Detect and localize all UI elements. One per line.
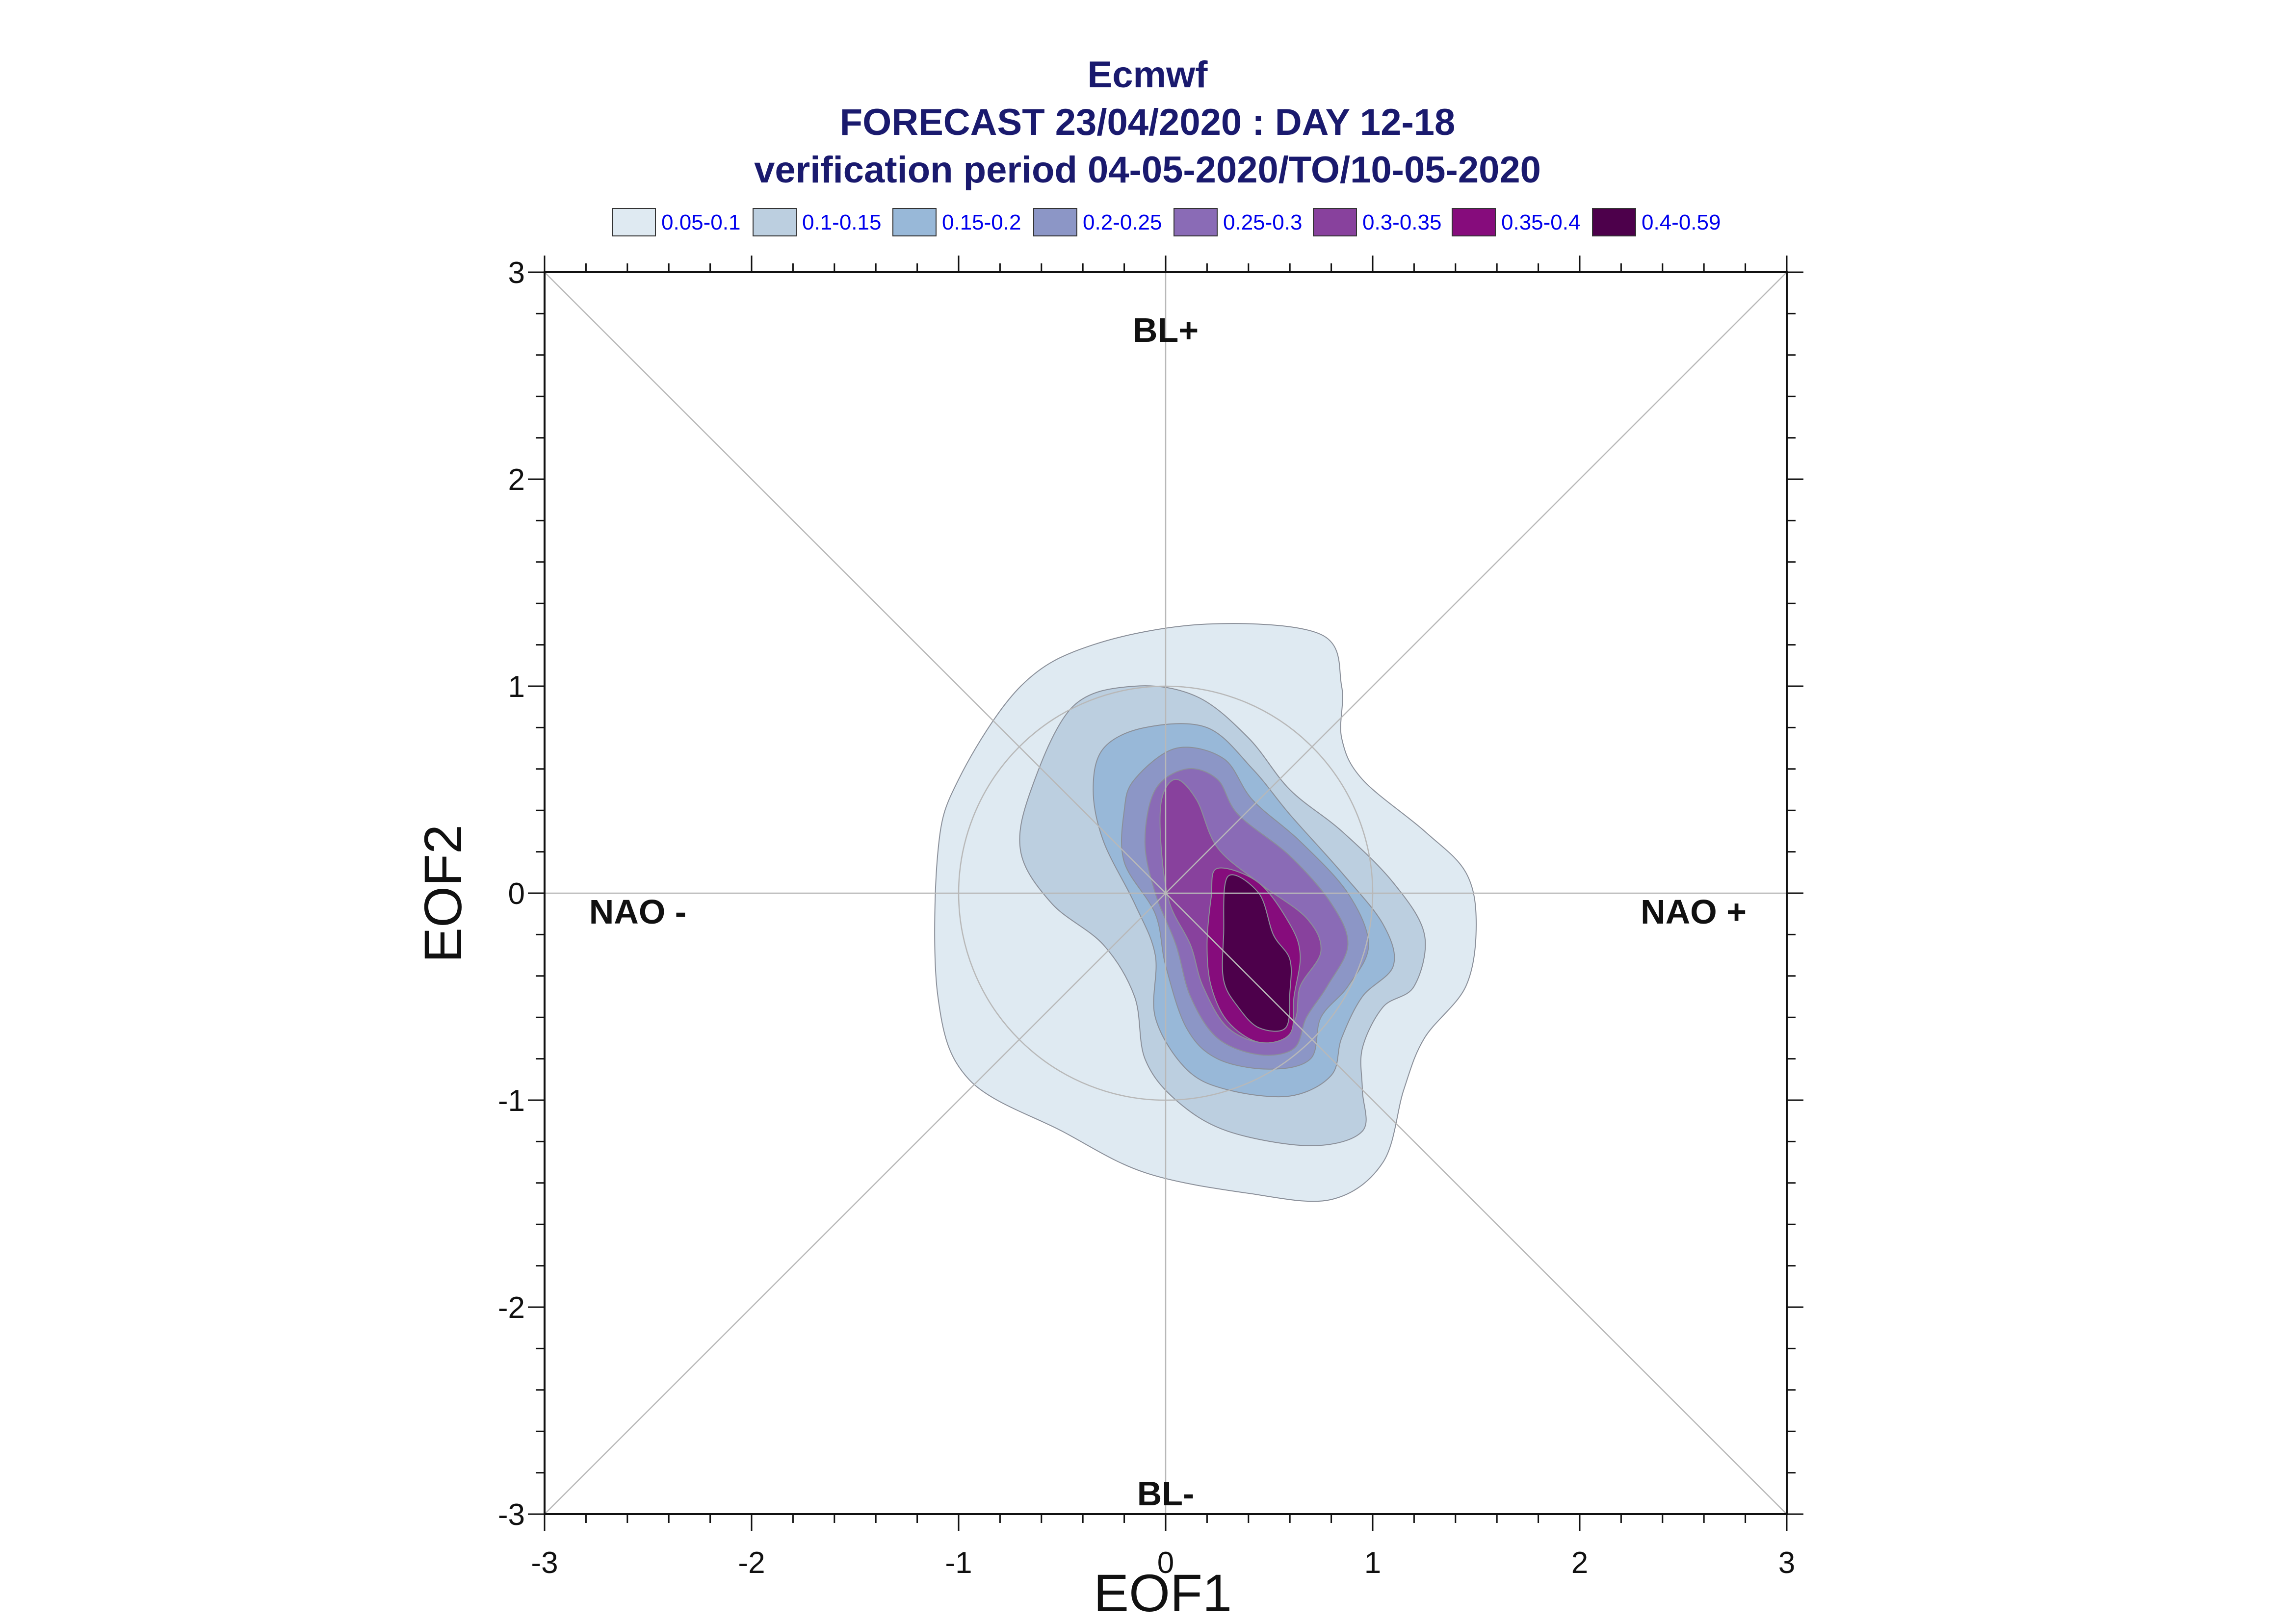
- chart-title: Ecmwf: [1088, 54, 1208, 96]
- y-tick-label: 1: [508, 670, 525, 704]
- y-axis-title: EOF2: [413, 825, 472, 963]
- legend-swatch: [1592, 208, 1636, 236]
- legend-swatch: [1174, 208, 1218, 236]
- legend-label: 0.35-0.4: [1501, 210, 1580, 234]
- x-tick-label: -3: [531, 1546, 558, 1580]
- legend-swatch: [612, 208, 656, 236]
- tick-labels: -3 -2 -1 0 1 2 3 3 2 1 0 -1 -2 -3: [498, 256, 1795, 1580]
- legend-label: 0.3-0.35: [1362, 210, 1441, 234]
- x-axis-title: EOF1: [1094, 1563, 1232, 1623]
- density-contour-0.4-0.59: [1222, 874, 1292, 1032]
- y-tick-label: 2: [508, 463, 525, 497]
- legend-swatch: [753, 208, 797, 236]
- chart-subtitle-line-1: FORECAST 23/04/2020 : DAY 12-18: [840, 102, 1456, 143]
- y-tick-label: -2: [498, 1291, 525, 1325]
- regime-label-bl-minus: BL-: [1137, 1474, 1195, 1513]
- legend-label: 0.25-0.3: [1223, 210, 1302, 234]
- legend-swatch: [1033, 208, 1077, 236]
- legend-label: 0.05-0.1: [661, 210, 740, 234]
- legend-label: 0.2-0.25: [1083, 210, 1162, 234]
- axis-ticks: [528, 256, 1803, 1531]
- legend-label: 0.4-0.59: [1642, 210, 1721, 234]
- density-contours: [934, 623, 1477, 1202]
- legend-label: 0.15-0.2: [942, 210, 1021, 234]
- x-tick-label: -1: [945, 1546, 972, 1580]
- x-tick-label: -2: [738, 1546, 765, 1580]
- x-tick-label: 0: [1157, 1546, 1174, 1580]
- y-tick-label: -1: [498, 1084, 525, 1118]
- y-tick-label: 3: [508, 256, 525, 290]
- regime-label-bl-plus: BL+: [1133, 311, 1199, 349]
- legend-swatch: [1452, 208, 1496, 236]
- unit-circle: [958, 685, 1374, 1101]
- legend-label: 0.1-0.15: [802, 210, 881, 234]
- legend-swatch: [1313, 208, 1357, 236]
- chart-subtitle-line-2: verification period 04-05-2020/TO/10-05-…: [754, 149, 1541, 191]
- x-tick-label: 2: [1571, 1546, 1588, 1580]
- y-tick-label: -3: [498, 1498, 525, 1532]
- regime-label-nao-minus: NAO -: [589, 893, 686, 931]
- regime-labels: BL+ BL- NAO - NAO +: [589, 311, 1747, 1513]
- regime-label-nao-plus: NAO +: [1641, 893, 1747, 931]
- x-tick-label: 3: [1778, 1546, 1795, 1580]
- y-tick-label: 0: [508, 877, 525, 911]
- guide-lines: [544, 272, 1787, 1515]
- x-tick-label: 1: [1364, 1546, 1381, 1580]
- legend-swatch: [892, 208, 937, 236]
- legend: 0.05-0.1 0.1-0.15 0.15-0.2 0.2-0.25 0.25-0.3…: [612, 208, 1721, 236]
